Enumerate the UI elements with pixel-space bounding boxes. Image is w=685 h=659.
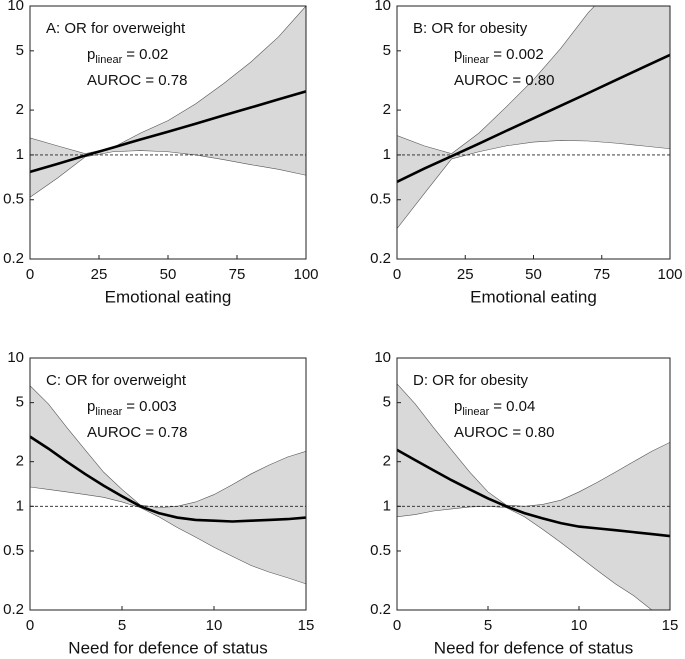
x-tick-label: 0 bbox=[26, 617, 34, 634]
panel-title: B: OR for obesity bbox=[413, 20, 528, 37]
ci-upper bbox=[30, 6, 306, 154]
ci-upper bbox=[397, 6, 596, 154]
axes-box bbox=[29, 357, 307, 611]
y-tick-label: 2 bbox=[383, 453, 391, 470]
or-line bbox=[30, 435, 306, 523]
or-line bbox=[397, 448, 670, 538]
auroc: AUROC = 0.78 bbox=[87, 72, 187, 89]
x-tick-label: 10 bbox=[571, 617, 588, 634]
panel: 0.2 0.5 1 2 5 10 0 5 10 15 Need for defence of sta… bbox=[370, 349, 678, 658]
y-tick-label: 10 bbox=[7, 0, 24, 14]
ci-lower bbox=[30, 150, 306, 198]
y-tick-label: 2 bbox=[383, 101, 391, 118]
p-linear: plinear = 0.04 bbox=[454, 398, 535, 418]
y-tick-label: 5 bbox=[16, 42, 24, 59]
x-tick-label: 0 bbox=[393, 266, 401, 283]
p-value: = 0.02 bbox=[126, 46, 168, 63]
p-symbol: p bbox=[87, 398, 95, 415]
ci-band bbox=[397, 383, 670, 610]
p-subscript: linear bbox=[462, 406, 489, 418]
y-tick-label: 0.2 bbox=[3, 601, 24, 618]
p-symbol: p bbox=[454, 46, 462, 63]
y-tick-label: 2 bbox=[16, 453, 24, 470]
x-tick-label: 0 bbox=[26, 266, 34, 283]
ci-band bbox=[30, 385, 306, 584]
y-tick-label: 1 bbox=[16, 497, 24, 514]
plot-area bbox=[397, 383, 670, 610]
p-linear: plinear = 0.003 bbox=[87, 398, 177, 418]
or-line bbox=[397, 53, 670, 183]
p-subscript: linear bbox=[95, 54, 122, 66]
x-axis-label: Need for defence of status bbox=[434, 638, 633, 657]
x-tick-label: 100 bbox=[293, 266, 318, 283]
x-tick-label: 5 bbox=[484, 617, 492, 634]
panel: 0.2 0.5 1 2 5 10 0 5 10 15 Need for defence of sta… bbox=[3, 349, 314, 658]
ci-lower bbox=[30, 486, 306, 585]
x-tick-label: 75 bbox=[229, 266, 246, 283]
x-tick-label: 10 bbox=[206, 617, 223, 634]
auroc: AUROC = 0.80 bbox=[454, 424, 554, 441]
y-tick-label: 0.2 bbox=[3, 250, 24, 267]
p-symbol: p bbox=[454, 398, 462, 415]
p-linear: plinear = 0.002 bbox=[454, 46, 544, 66]
y-tick-label: 1 bbox=[383, 497, 391, 514]
p-value: = 0.002 bbox=[493, 46, 543, 63]
x-axis-label: Emotional eating bbox=[470, 287, 597, 306]
y-tick-label: 5 bbox=[16, 394, 24, 411]
plot-area bbox=[397, 6, 670, 229]
x-tick-label: 15 bbox=[662, 617, 679, 634]
y-tick-label: 10 bbox=[374, 349, 391, 366]
y-tick-label: 1 bbox=[383, 146, 391, 163]
panel-title: A: OR for overweight bbox=[46, 20, 186, 37]
p-value: = 0.003 bbox=[126, 398, 176, 415]
x-tick-label: 100 bbox=[657, 266, 682, 283]
x-axis-label: Need for defence of status bbox=[68, 638, 267, 657]
ci-lower bbox=[397, 140, 670, 229]
axes-box bbox=[396, 357, 671, 611]
or-line bbox=[30, 90, 306, 174]
ci-upper bbox=[30, 385, 306, 508]
ci-upper bbox=[397, 383, 670, 507]
p-value: = 0.04 bbox=[493, 398, 535, 415]
y-tick-label: 0.2 bbox=[370, 250, 391, 267]
auroc: AUROC = 0.80 bbox=[454, 72, 554, 89]
p-subscript: linear bbox=[95, 406, 122, 418]
p-linear: plinear = 0.02 bbox=[87, 46, 168, 66]
panel-title: D: OR for obesity bbox=[413, 372, 529, 389]
x-tick-label: 5 bbox=[118, 617, 126, 634]
y-tick-label: 5 bbox=[383, 42, 391, 59]
y-tick-label: 10 bbox=[7, 349, 24, 366]
x-tick-label: 50 bbox=[525, 266, 542, 283]
y-tick-label: 0.5 bbox=[3, 191, 24, 208]
p-subscript: linear bbox=[462, 54, 489, 66]
y-tick-label: 1 bbox=[16, 146, 24, 163]
x-tick-label: 25 bbox=[457, 266, 474, 283]
y-tick-label: 0.5 bbox=[3, 542, 24, 559]
ci-lower bbox=[397, 506, 653, 610]
y-tick-label: 0.2 bbox=[370, 601, 391, 618]
p-symbol: p bbox=[87, 46, 95, 63]
x-tick-label: 50 bbox=[160, 266, 177, 283]
y-tick-label: 5 bbox=[383, 394, 391, 411]
x-tick-label: 0 bbox=[393, 617, 401, 634]
auroc: AUROC = 0.78 bbox=[87, 424, 187, 441]
y-tick-label: 10 bbox=[374, 0, 391, 14]
x-axis-label: Emotional eating bbox=[105, 287, 232, 306]
y-tick-label: 0.5 bbox=[370, 191, 391, 208]
x-tick-label: 75 bbox=[593, 266, 610, 283]
x-tick-label: 15 bbox=[298, 617, 315, 634]
y-tick-label: 2 bbox=[16, 101, 24, 118]
ci-band bbox=[30, 6, 306, 198]
x-tick-label: 25 bbox=[91, 266, 108, 283]
plot-area bbox=[30, 6, 306, 198]
y-tick-label: 0.5 bbox=[370, 542, 391, 559]
plot-area bbox=[30, 385, 306, 585]
panel-title: C: OR for overweight bbox=[46, 372, 187, 389]
